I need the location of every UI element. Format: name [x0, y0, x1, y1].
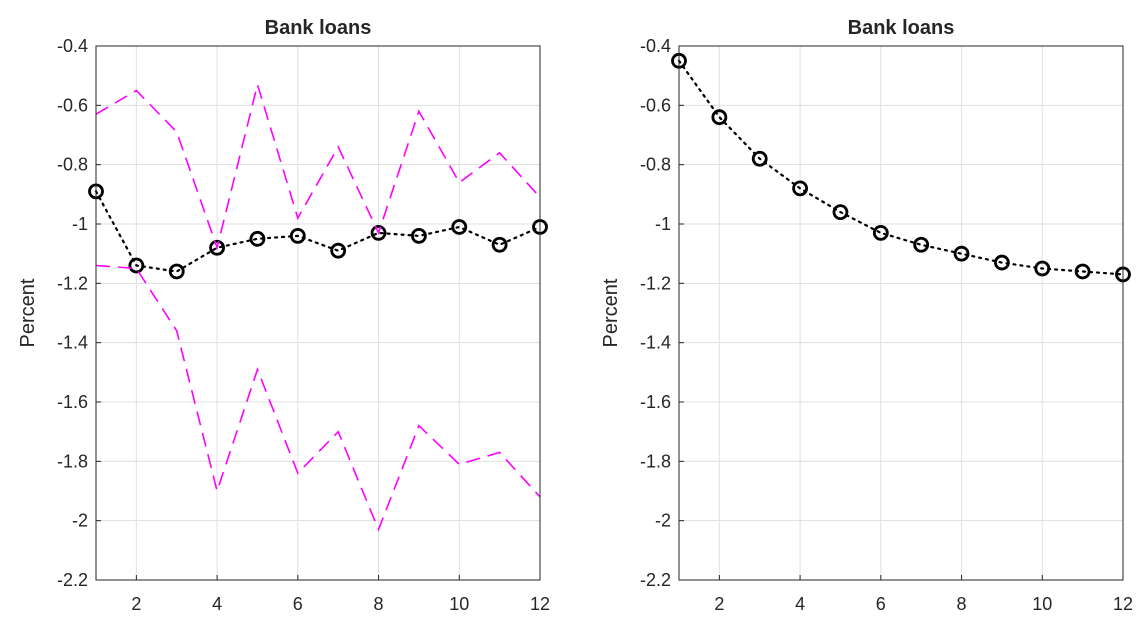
chart-title: Bank loans [265, 17, 372, 39]
data-point [1034, 260, 1051, 277]
data-point [913, 236, 930, 253]
axes-box [678, 45, 1124, 581]
x-tick-label: 2 [131, 594, 141, 614]
data-point [1074, 263, 1091, 280]
y-tick-label: -1 [72, 214, 88, 234]
data-point [751, 150, 768, 167]
y-tick-label: -0.8 [57, 155, 88, 175]
y-tick-label: -1 [655, 214, 671, 234]
x-tick-label: 8 [374, 594, 384, 614]
y-tick-label: -2 [655, 511, 671, 531]
y-tick-label: -1.4 [57, 333, 88, 353]
data-point [209, 239, 225, 256]
data-point [370, 224, 387, 241]
series-line-upper-band [95, 81, 541, 251]
plot-area [679, 46, 1123, 580]
x-tick-label: 4 [212, 594, 222, 614]
y-tick-label: -1.4 [640, 333, 671, 353]
y-tick-label: -0.6 [640, 95, 671, 115]
y-tick-label: -1.8 [640, 451, 671, 471]
y-tick-label: -1.2 [57, 273, 88, 293]
y-tick-label: -2.2 [57, 570, 88, 590]
x-tick-label: 8 [957, 594, 967, 614]
y-tick-label: -1.8 [57, 451, 88, 471]
y-tick-label: -0.8 [640, 155, 671, 175]
chart-panel-1: 2 4 6 8 10 12 -2.2 -2 -1.8 -1.6 -1.4 -1.2 -1 -0.8 -0.6… [17, 17, 550, 614]
y-tick-label: -2 [72, 511, 88, 531]
chart-panel-2: 2 4 6 8 10 12 -2.2 -2 -1.8 -1.6 -1.4 -1.2 -1 -0.8 -0.6… [600, 17, 1133, 614]
y-tick-label: -0.6 [57, 95, 88, 115]
data-point [792, 180, 808, 197]
y-axis-label: Percent [600, 278, 622, 347]
x-tick-label: 6 [876, 594, 886, 614]
y-tick-label: -2.2 [640, 570, 671, 590]
y-tick-label: -1.6 [640, 392, 671, 412]
axes-box [95, 45, 541, 581]
data-point [411, 227, 427, 244]
x-tick-label: 10 [449, 594, 469, 614]
x-tick-label: 6 [293, 594, 303, 614]
data-point [491, 236, 508, 253]
data-point [711, 109, 728, 126]
x-tick-label: 4 [795, 594, 805, 614]
data-point [832, 204, 849, 221]
chart-title: Bank loans [848, 17, 955, 39]
data-point [249, 230, 266, 247]
y-tick-label: -0.4 [640, 36, 671, 56]
data-point [872, 224, 889, 241]
data-point [330, 242, 347, 259]
data-point [451, 219, 468, 235]
y-tick-label: -1.2 [640, 273, 671, 293]
y-tick-label: -1.6 [57, 392, 88, 412]
y-tick-label: -0.4 [57, 36, 88, 56]
data-point [994, 254, 1010, 271]
data-point [289, 227, 306, 244]
x-tick-label: 12 [530, 594, 550, 614]
x-tick-label: 10 [1032, 594, 1052, 614]
data-point [953, 245, 970, 262]
x-tick-label: 12 [1113, 594, 1133, 614]
x-tick-label: 2 [714, 594, 724, 614]
y-axis-label: Percent [17, 278, 39, 347]
data-point [168, 263, 185, 280]
data-point [128, 257, 145, 274]
plot-area [96, 46, 540, 580]
